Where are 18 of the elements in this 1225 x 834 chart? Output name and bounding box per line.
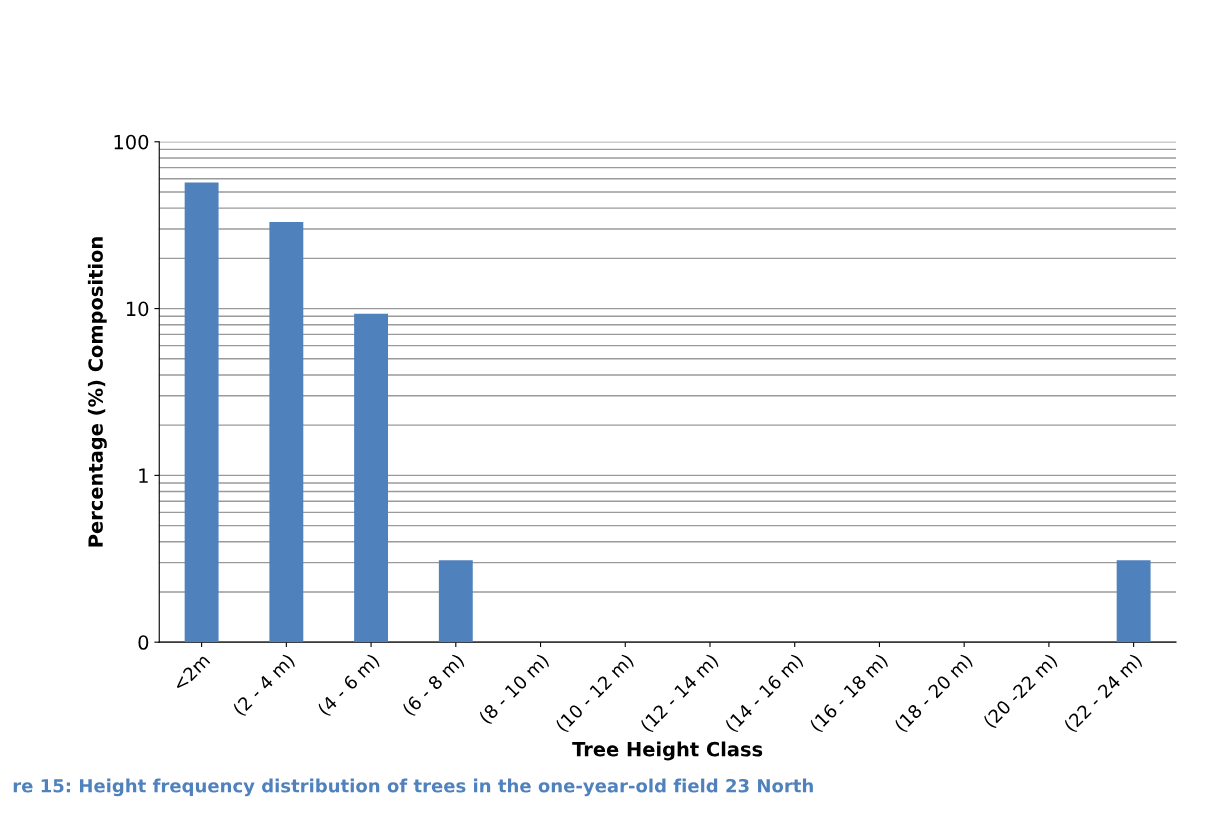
y-tick-label: 1 bbox=[139, 468, 148, 483]
x-tick-label: (22 - 24 m) bbox=[1063, 653, 1144, 734]
x-tick-label: (2 - 4 m) bbox=[232, 653, 297, 718]
x-tick-label: (14 - 16 m) bbox=[724, 653, 806, 734]
x-tick-label: (12 - 14 m) bbox=[639, 653, 721, 734]
x-tick-label: (16 - 18 m) bbox=[808, 653, 890, 734]
y-axis-title: Percentage (%) Composition bbox=[87, 237, 107, 547]
x-tick-label: (18 - 20 m) bbox=[893, 653, 975, 734]
y-tick-label: 100 bbox=[114, 134, 149, 150]
text: re 15: Height frequency distribution of trees in the one-year-old field 23 North bbox=[13, 778, 813, 797]
x-axis-title: Tree Height Class bbox=[572, 741, 763, 761]
x-tick-label: (6 - 8 m) bbox=[401, 653, 467, 718]
x-tick-label: (4 - 6 m) bbox=[316, 653, 382, 718]
y-tick-label: 0 bbox=[138, 635, 149, 650]
x-tick-label: (10 - 12 m) bbox=[554, 653, 636, 734]
x-tick-label: (8 - 10 m) bbox=[478, 653, 551, 726]
y-tick-label: 10 bbox=[126, 301, 149, 317]
x-tick-label: (20 -22 m) bbox=[982, 653, 1060, 730]
